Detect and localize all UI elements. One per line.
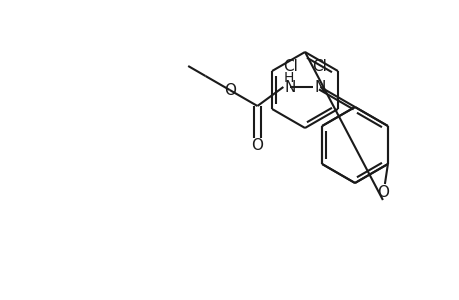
Text: N: N — [284, 80, 296, 94]
Text: O: O — [223, 82, 235, 98]
Text: Cl: Cl — [312, 58, 327, 74]
Text: O: O — [251, 137, 263, 152]
Text: H: H — [283, 71, 293, 85]
Text: O: O — [376, 184, 388, 200]
Text: N: N — [314, 80, 325, 94]
Text: Cl: Cl — [282, 58, 297, 74]
